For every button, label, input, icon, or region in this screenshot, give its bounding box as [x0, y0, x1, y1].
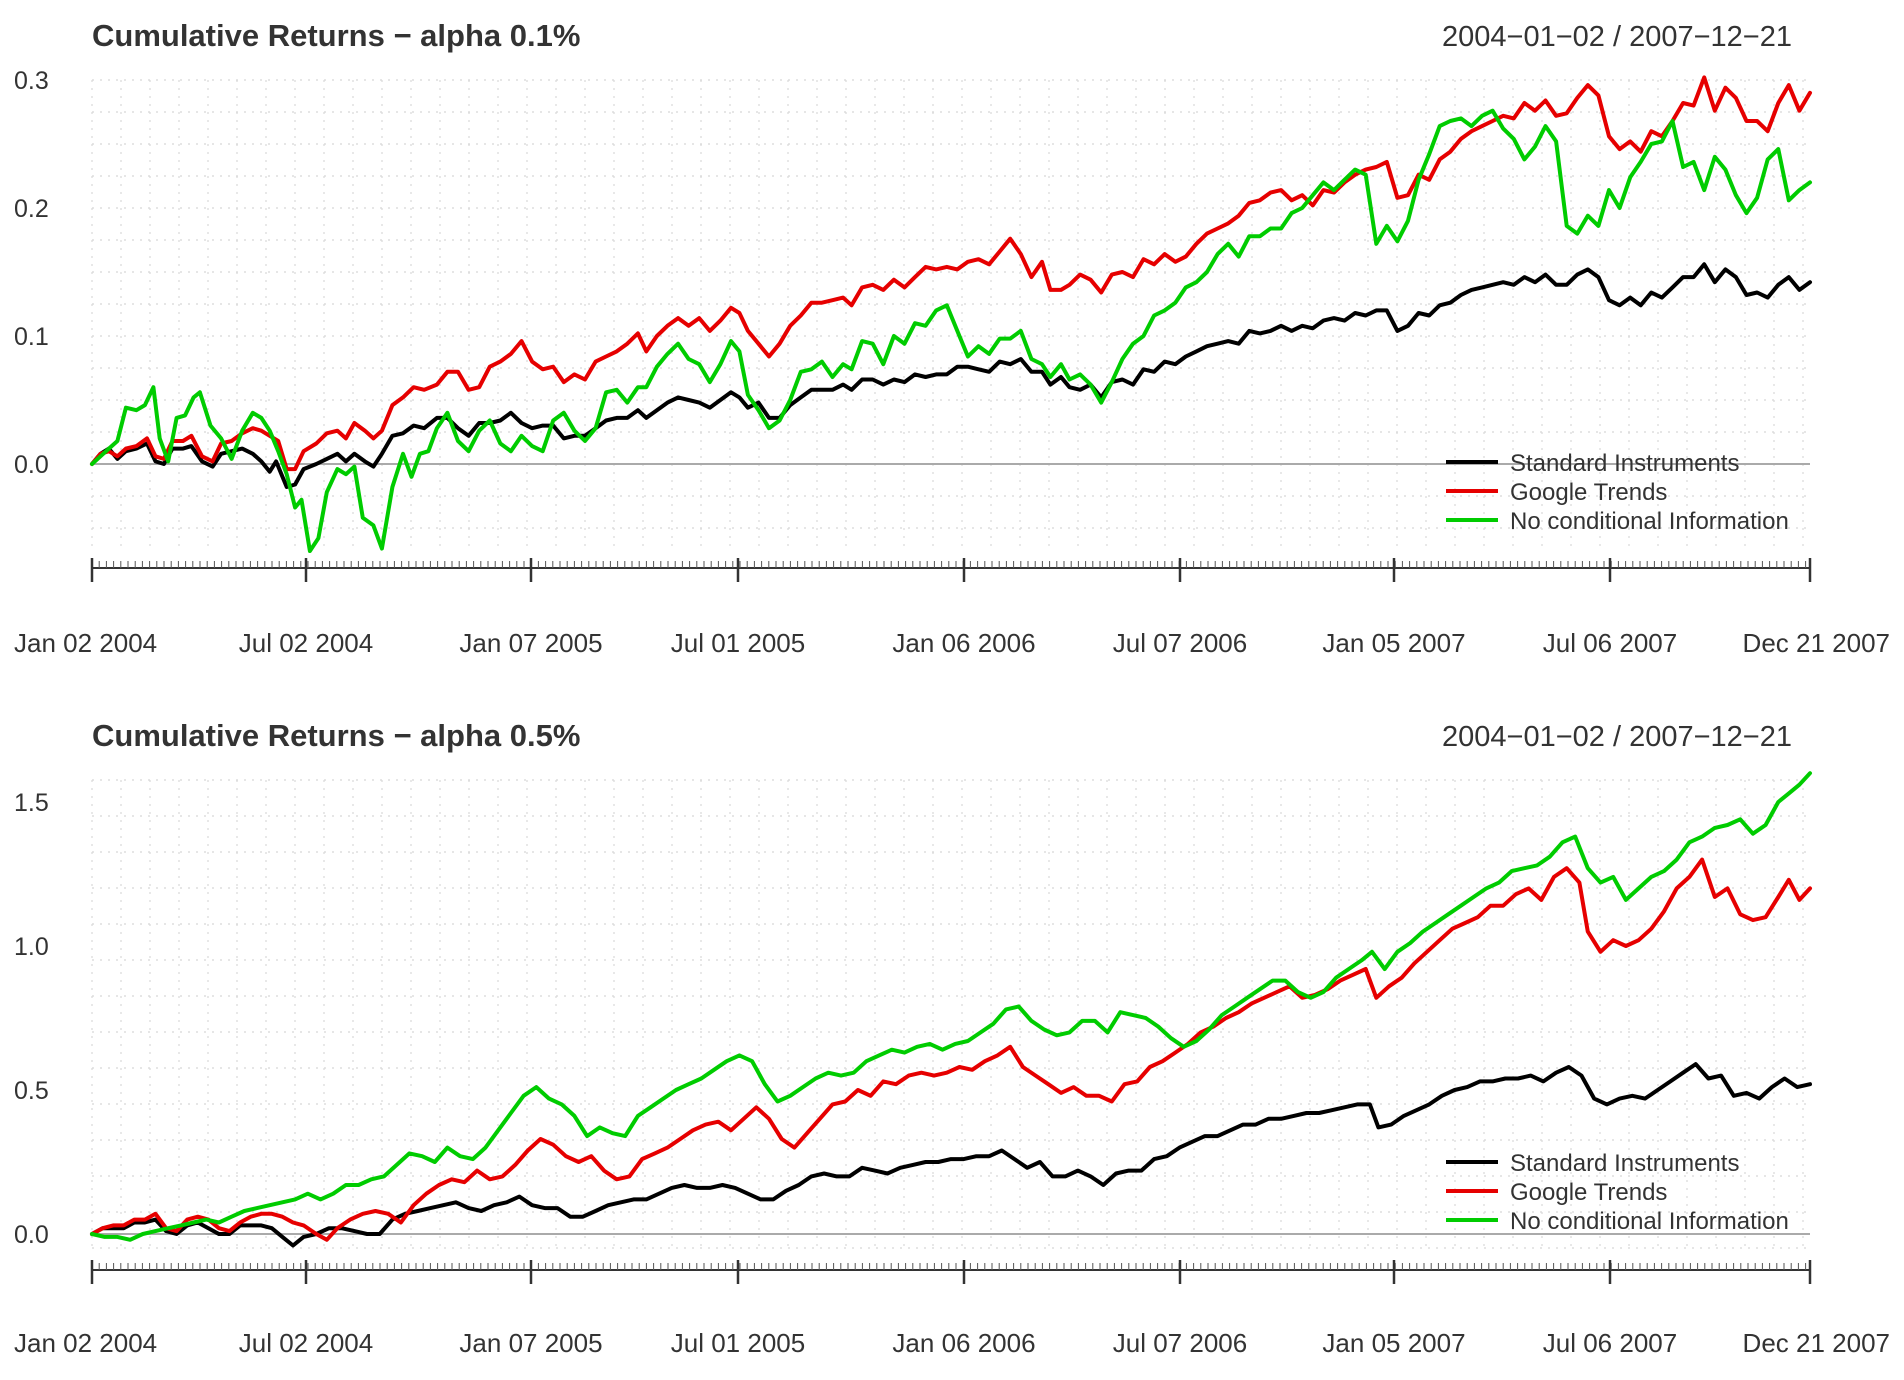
y-tick-label: 1.5 [14, 789, 49, 817]
y-tick-label: 0.3 [14, 67, 49, 95]
x-tick-label: Jul 07 2006 [1113, 628, 1247, 658]
legend-entry: No conditional Information [1510, 508, 1789, 535]
x-tick-label: Jan 02 2004 [14, 628, 157, 658]
series-line [90, 75, 1812, 472]
legend-entry: No conditional Information [1510, 1208, 1789, 1235]
chart-title: Cumulative Returns − alpha 0.1% [92, 18, 580, 53]
series-lines [90, 75, 1812, 553]
date-range-label: 2004−01−02 / 2007−12−21 [1442, 721, 1792, 753]
x-tick-label: Jan 06 2006 [892, 1328, 1035, 1358]
x-tick-label: Jul 02 2004 [239, 1328, 373, 1358]
x-tick-label: Jan 05 2007 [1322, 628, 1465, 658]
x-tick-label: Jan 05 2007 [1322, 1328, 1465, 1358]
series-line [90, 771, 1812, 1242]
legend-entry: Google Trends [1510, 1179, 1667, 1206]
y-tick-label: 0.5 [14, 1077, 49, 1105]
legend-entry: Standard Instruments [1510, 1150, 1739, 1177]
x-tick-label: Jan 07 2005 [459, 1328, 602, 1358]
y-tick-label: 0.1 [14, 323, 49, 351]
grid-lines [91, 779, 1810, 1252]
x-tick-label: Jul 01 2005 [671, 1328, 805, 1358]
x-tick-label: Jul 02 2004 [239, 628, 373, 658]
x-tick-label: Dec 21 2007 [1743, 628, 1890, 658]
chart-panel-alpha-0-5: Cumulative Returns − alpha 0.5% 2004−01−… [14, 718, 1890, 1358]
y-tick-label: 0.2 [14, 195, 49, 223]
x-tick-label: Jul 07 2006 [1113, 1328, 1247, 1358]
x-tick-label: Jan 02 2004 [14, 1328, 157, 1358]
x-tick-label: Dec 21 2007 [1743, 1328, 1890, 1358]
chart-title: Cumulative Returns − alpha 0.5% [92, 718, 580, 753]
x-tick-label: Jan 06 2006 [892, 628, 1035, 658]
y-tick-label: 1.0 [14, 933, 49, 961]
y-tick-label: 0.0 [14, 1221, 49, 1249]
series-line [90, 857, 1812, 1242]
x-tick-label: Jul 06 2007 [1543, 628, 1677, 658]
y-tick-label: 0.0 [14, 451, 49, 479]
x-axis: Jan 02 2004 Jul 02 2004 Jan 07 2005 Jul 01 … [14, 1260, 1890, 1358]
legend-entry: Google Trends [1510, 479, 1667, 506]
series-line [90, 262, 1812, 489]
series-line [90, 108, 1812, 553]
legend-entry: Standard Instruments [1510, 450, 1739, 477]
series-line [90, 1062, 1812, 1248]
x-tick-label: Jan 07 2005 [459, 628, 602, 658]
x-tick-label: Jul 01 2005 [671, 628, 805, 658]
grid-lines [91, 79, 1810, 552]
x-tick-label: Jul 06 2007 [1543, 1328, 1677, 1358]
x-axis: Jan 02 2004 Jul 02 2004 Jan 07 2005 Jul 01 … [14, 558, 1890, 658]
date-range-label: 2004−01−02 / 2007−12−21 [1442, 21, 1792, 53]
y-axis-ticks: 0.0 0.1 0.2 0.3 [14, 67, 49, 479]
chart-panel-alpha-0-1: Cumulative Returns − alpha 0.1% 2004−01−… [14, 18, 1890, 658]
y-axis-ticks: 0.0 0.5 1.0 1.5 [14, 789, 49, 1249]
series-lines [90, 771, 1812, 1248]
